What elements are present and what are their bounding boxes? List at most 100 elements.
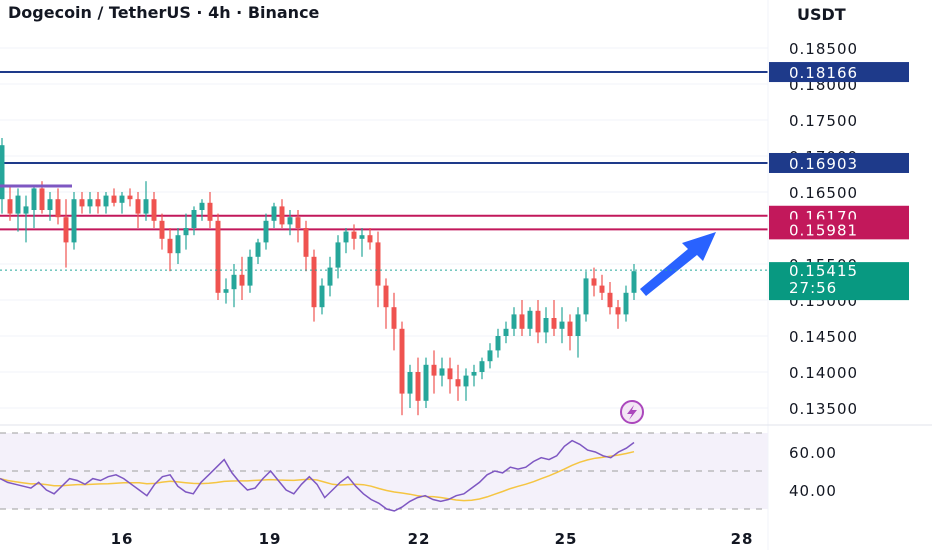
candle [239,256,245,300]
candle-body [383,285,389,308]
candle [551,300,557,336]
candle [455,364,461,401]
candle-body [631,271,637,293]
price-tick-label: 0.13500 [789,400,858,418]
candle-body [303,228,309,257]
candle [247,249,253,293]
candle-body [255,242,261,257]
candle [583,271,589,322]
chart-title: Dogecoin / TetherUS · 4h · Binance [8,3,320,22]
candle [463,368,469,401]
candle [359,228,365,257]
lightning-icon[interactable] [620,400,644,424]
candle-body [471,372,477,376]
candle-body [279,206,285,225]
candle [31,184,37,228]
price-tick-label: 0.14000 [789,364,858,382]
candle-body [191,210,197,228]
candle [175,228,181,264]
time-tick-label: 16 [111,530,134,548]
candle-body [39,188,45,210]
candle [271,202,277,228]
candle-body [455,379,461,387]
candle-body [95,199,101,207]
candle [559,307,565,344]
candle-body [271,206,277,221]
candle [471,364,477,387]
candle [391,292,397,351]
candle-body [431,364,437,376]
time-axis[interactable]: 16 19 22 25 28 [111,530,754,548]
candle-body [239,274,245,286]
candle [207,192,213,228]
candle-body [367,235,373,243]
candle-body [175,235,181,254]
candle [279,199,285,228]
candle [495,328,501,358]
candle [543,307,549,344]
candle [135,192,141,228]
candle-body [327,267,333,286]
candle [111,188,117,207]
candle [199,199,205,221]
candle-body [615,307,621,315]
candle-body [559,321,565,329]
price-tick-label: 0.17500 [789,112,858,130]
candle [63,199,69,268]
candle [447,357,453,394]
candle [511,307,517,336]
projection-arrow[interactable] [640,232,716,296]
candle [15,188,21,232]
candle-body [55,199,61,218]
candle-body [151,199,157,221]
rsi-panel [0,432,768,512]
candle-body [479,361,485,372]
level-badge-label: 0.16903 [789,155,858,173]
candle-body [223,289,229,293]
rsi-axis: 60.00 40.00 [789,444,837,500]
rsi-tick-label: 40.00 [789,482,837,500]
candle-body [359,235,365,239]
candle-body [135,199,141,214]
rsi-tick-label: 60.00 [789,444,837,462]
candle-body [551,318,557,329]
current-price-value: 0.15415 [789,262,858,280]
candle-body [159,220,165,239]
candle [431,350,437,394]
currency-label: USDT [797,5,846,24]
candle [519,300,525,336]
candle [631,264,637,300]
candle [119,192,125,214]
time-tick-label: 28 [731,530,754,548]
candle-body [575,314,581,336]
candle [599,274,605,300]
candle-body [87,199,93,207]
candle [79,192,85,214]
candle [575,307,581,358]
candle [159,213,165,250]
candle [335,235,341,279]
candle-body [143,199,149,214]
candle-body [127,195,133,200]
level-badge-label: 0.15981 [789,221,858,239]
candle-body [591,278,597,286]
candle [151,192,157,228]
candle-body [583,278,589,315]
candle [591,267,597,297]
candle-body [31,188,37,210]
candle [7,184,13,221]
candle-body [23,206,29,214]
candle-body [215,220,221,293]
candle [567,314,573,351]
candle [191,206,197,236]
candle-body [567,321,573,336]
candle [263,213,269,250]
candle-body [7,199,13,214]
candle-body [231,274,237,290]
candle [527,307,533,336]
candle [87,192,93,214]
candle-body [199,202,205,210]
